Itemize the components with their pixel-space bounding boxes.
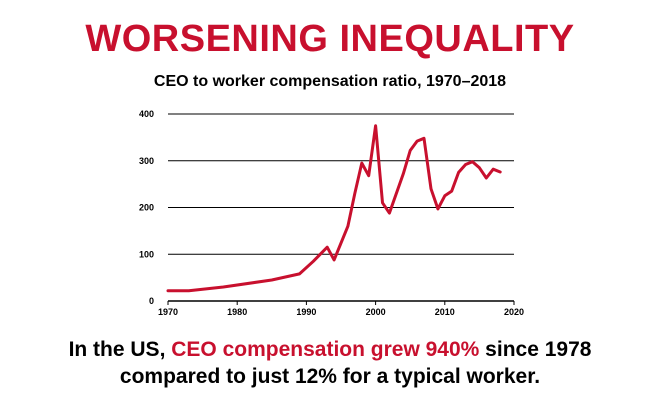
y-tick-label: 0 — [149, 296, 154, 306]
series-layer — [166, 124, 502, 293]
caption-highlight: CEO compensation grew 940% — [171, 338, 480, 361]
caption-line-1: In the US, CEO compensation grew 940% si… — [0, 336, 660, 363]
x-tick-label: 2000 — [366, 307, 386, 317]
x-tick-label: 1990 — [296, 307, 316, 317]
x-tick-label: 2010 — [435, 307, 455, 317]
chart-subtitle: CEO to worker compensation ratio, 1970–2… — [153, 73, 507, 90]
y-tick-label: 400 — [139, 109, 154, 119]
axis-ticks: 0 100 200 300 400 1970 1980 1990 2000 2010 2020 — [139, 109, 524, 317]
x-tick-label: 1980 — [227, 307, 247, 317]
line-chart: 0 100 200 300 400 1970 1980 1990 2000 2010 2020 — [139, 109, 524, 317]
y-tick-label: 100 — [139, 249, 154, 259]
caption-line-2: compared to just 12% for a typical worke… — [119, 365, 541, 388]
x-tick-label: 2020 — [504, 307, 524, 317]
series-line-0 — [166, 124, 502, 293]
caption: In the US, CEO compensation grew 940% si… — [0, 336, 660, 390]
caption-prefix: In the US, — [68, 338, 172, 361]
chart-area: 0 100 200 300 400 1970 1980 1990 2000 2010 2020 — [139, 109, 524, 317]
grid-lines — [168, 113, 514, 302]
caption-suffix: since 1978 — [479, 338, 592, 361]
y-tick-label: 200 — [139, 203, 154, 213]
y-tick-label: 300 — [139, 156, 154, 166]
x-tick-label: 1970 — [158, 307, 178, 317]
page-title: WORSENING INEQUALITY — [85, 18, 575, 60]
